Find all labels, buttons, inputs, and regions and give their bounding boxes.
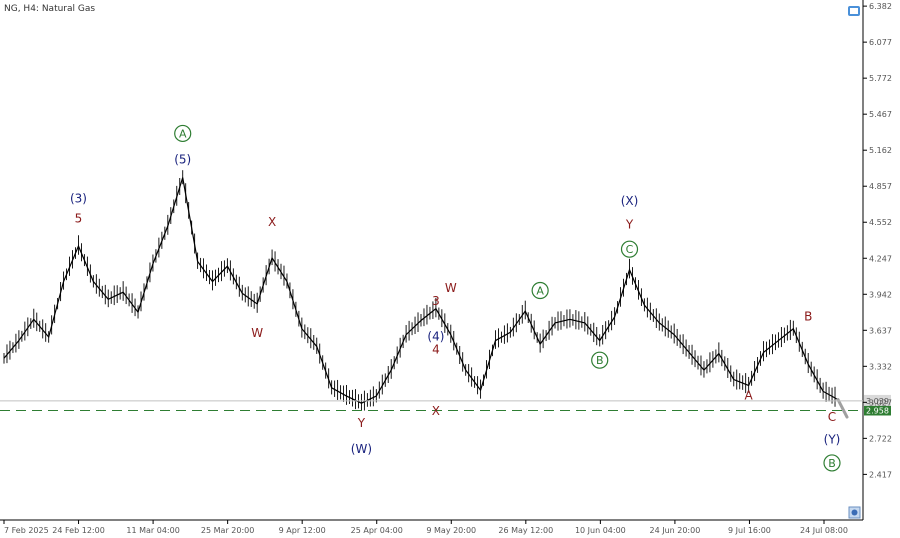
y-tick-label: 6.077: [869, 38, 892, 47]
wave-label: 4: [432, 343, 440, 357]
y-tick-label: 2.417: [869, 470, 892, 479]
wave-label: (Y): [824, 432, 841, 446]
wave-label: 5: [75, 211, 83, 225]
wave-label: Y: [625, 217, 634, 231]
price-bars: [3, 170, 849, 419]
x-tick-label: 9 Jul 16:00: [728, 526, 771, 535]
y-tick-label: 2.722: [869, 434, 892, 443]
y-tick-label: 4.552: [869, 218, 892, 227]
wave-label-circle: [620, 240, 639, 258]
y-tick-label: 5.467: [869, 110, 892, 119]
y-tick-label: 5.162: [869, 146, 892, 155]
symbol-label: NG, H4: Natural Gas: [4, 4, 95, 14]
x-tick-label: 24 Jun 20:00: [649, 526, 700, 535]
x-tick-label: 9 Apr 12:00: [279, 526, 326, 535]
wave-label: A: [179, 127, 187, 140]
x-axis-ticks: 7 Feb 2025 24 Feb 12:00 11 Mar 04:00 25 Mar…: [3, 520, 848, 535]
wave-label: W: [251, 326, 263, 340]
y-tick-label: 4.857: [869, 182, 892, 191]
wave-label: (4): [427, 330, 444, 344]
wave-label: B: [804, 309, 812, 323]
wave-label: (5): [174, 152, 191, 166]
x-tick-label: 11 Mar 04:00: [126, 526, 179, 535]
zoom-icon[interactable]: [848, 6, 860, 16]
wave-label: A: [745, 389, 754, 403]
current-price-label: 3.039: [866, 397, 889, 406]
x-tick-label: 9 May 20:00: [426, 526, 476, 535]
wave-label-circle: [823, 454, 841, 472]
x-tick-label: 10 Jun 04:00: [575, 526, 626, 535]
y-tick-label: 4.247: [869, 254, 892, 263]
wave-label: A: [536, 285, 544, 298]
wave-label-circle: [591, 351, 609, 369]
y-tick-label: 3.332: [869, 362, 892, 371]
x-tick-label: 24 Jul 08:00: [800, 526, 848, 535]
wave-label: (W): [351, 442, 372, 456]
wave-label: (X): [621, 194, 639, 208]
x-tick-label: 7 Feb 2025: [4, 526, 49, 535]
projection-line: [836, 398, 849, 419]
y-tick-label: 3.637: [869, 326, 892, 335]
support-price-tag: [864, 404, 891, 416]
x-tick-label: 25 Apr 04:00: [351, 526, 403, 535]
wave-label: C: [626, 243, 634, 256]
y-axis-ticks: 6.382 6.077 5.772 5.467 5.162 4.857 4.552 4.247…: [863, 2, 892, 479]
y-tick-label: 3.027: [869, 398, 892, 407]
wave-label: (3): [70, 191, 87, 205]
scroll-end-icon[interactable]: [848, 506, 861, 519]
wave-label: B: [828, 457, 836, 470]
y-tick-label: 3.942: [869, 290, 892, 299]
wave-label-circle: [531, 281, 549, 300]
x-tick-label: 26 May 12:00: [498, 526, 553, 535]
wave-label: Y: [357, 416, 366, 430]
wave-label-circle: [174, 124, 192, 143]
wave-label: C: [828, 410, 836, 424]
wave-label: W: [445, 281, 457, 295]
x-tick-label: 25 Mar 20:00: [201, 526, 254, 535]
x-tick-label: 24 Feb 12:00: [52, 526, 104, 535]
wave-label: X: [268, 215, 276, 229]
wave-label: B: [596, 354, 604, 367]
current-price-tag: [864, 394, 891, 406]
y-tick-label: 6.382: [869, 2, 892, 11]
wave-label: 3: [432, 294, 440, 308]
wave-label: X: [432, 404, 440, 418]
y-tick-label: 5.772: [869, 74, 892, 83]
support-price-label: 2.958: [866, 406, 889, 415]
